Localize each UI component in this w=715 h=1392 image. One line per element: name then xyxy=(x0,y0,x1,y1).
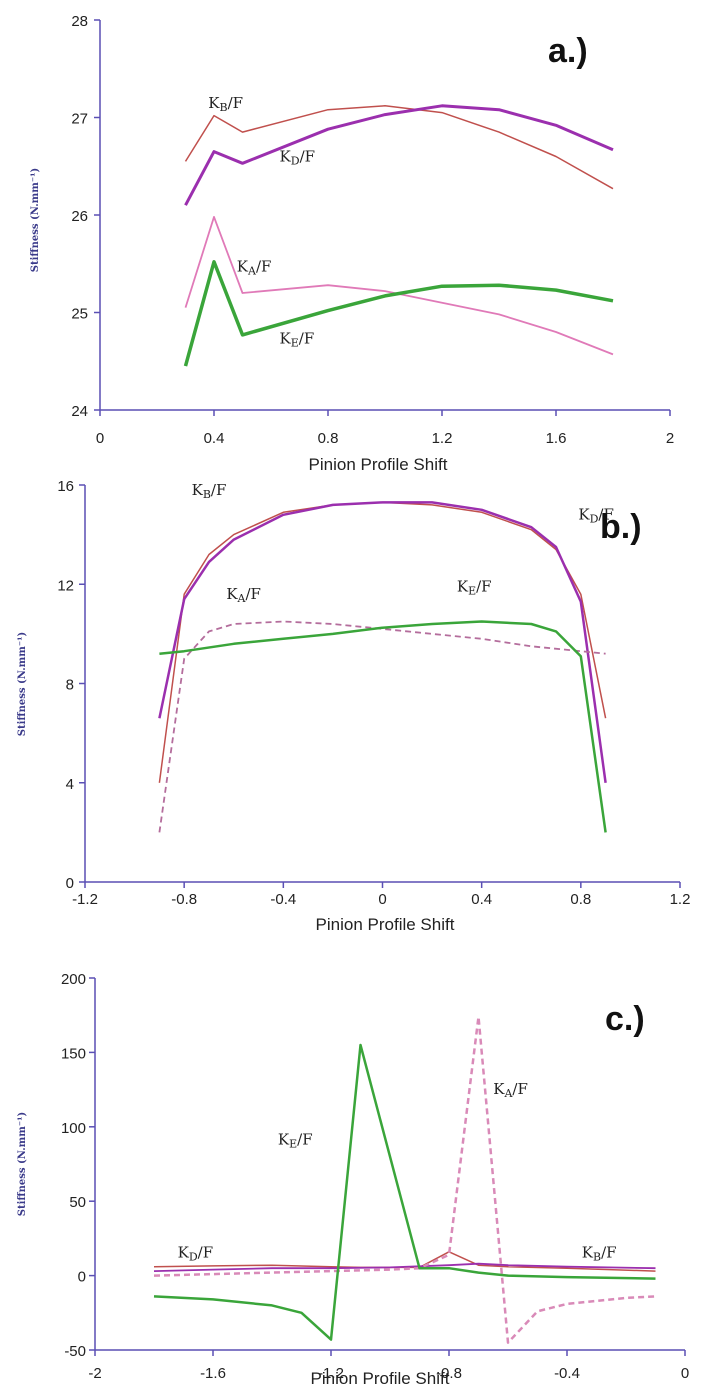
series-annotation: KB/F xyxy=(208,94,243,114)
x-tick-label: 0.8 xyxy=(570,891,591,908)
chart-panel-b: -1.2 -0.8 -0.4 0 0.4 0.8 1.2 0 4 8 12 16 KB/F KD/F KA/… xyxy=(17,478,690,934)
series-line-kb-f xyxy=(184,105,614,190)
series-annotation: KE/F xyxy=(280,330,315,350)
series-line-kd-f xyxy=(158,501,607,783)
y-tick-label: 24 xyxy=(71,403,88,420)
x-tick-label: 1.2 xyxy=(670,891,691,908)
series-annotation: KA/F xyxy=(226,585,261,605)
series-annotation: KA/F xyxy=(237,258,272,278)
series-line-ka-f xyxy=(153,1015,656,1344)
series-line-ke-f xyxy=(153,1043,656,1341)
series-annotation: KD/F xyxy=(280,147,316,167)
y-tick-label: 50 xyxy=(69,1194,86,1211)
x-tick-label: 2 xyxy=(666,430,674,447)
x-tick-label: -0.8 xyxy=(171,891,197,908)
series-line-ka-f xyxy=(158,620,606,833)
series-annotation: KB/F xyxy=(192,481,227,501)
series-line-ke-f xyxy=(159,620,607,833)
series-annotation: KE/F xyxy=(457,578,492,598)
series-annotation: KE/F xyxy=(278,1131,313,1151)
series-annotation: KB/F xyxy=(582,1244,617,1264)
y-tick-label: 16 xyxy=(57,478,74,495)
x-axis-label: Pinion Profile Shift xyxy=(311,1369,450,1388)
x-tick-label: 0 xyxy=(681,1365,689,1382)
x-tick-label: -0.8 xyxy=(436,1365,462,1382)
y-tick-label: 100 xyxy=(61,1120,86,1137)
y-tick-label: -50 xyxy=(64,1343,86,1360)
y-axis-label: Stiffness (N.mm⁻¹) xyxy=(30,168,41,273)
series-annotation: KD/F xyxy=(178,1244,214,1264)
x-tick-label: -2 xyxy=(88,1365,101,1382)
y-tick-label: 150 xyxy=(61,1045,86,1062)
x-axis-label: Pinion Profile Shift xyxy=(309,455,448,474)
panel-label: a.) xyxy=(548,32,588,70)
y-axis-label: Stiffness (N.mm⁻¹) xyxy=(17,632,28,737)
series-line-kb-f xyxy=(158,501,607,783)
series-annotation: KA/F xyxy=(493,1080,528,1100)
x-axis-label: Pinion Profile Shift xyxy=(316,915,455,934)
x-tick-label: -1.6 xyxy=(200,1365,226,1382)
chart-panel-a: 0 0.4 0.8 1.2 1.6 2 24 25 26 27 28 KB/F KD/F KA/F KE/F… xyxy=(30,13,674,474)
panel-label: c.) xyxy=(605,1000,645,1038)
x-tick-label: -0.4 xyxy=(554,1365,580,1382)
y-tick-label: 4 xyxy=(66,776,74,793)
x-tick-label: 1.6 xyxy=(546,430,567,447)
y-axis-label: Stiffness (N.mm⁻¹) xyxy=(17,1112,28,1217)
y-tick-label: 12 xyxy=(57,577,74,594)
series-annotation: KD/F xyxy=(578,506,614,526)
x-tick-label: 0 xyxy=(96,430,104,447)
x-tick-label: -1.2 xyxy=(72,891,98,908)
x-tick-label: 0.4 xyxy=(471,891,492,908)
y-tick-label: 8 xyxy=(66,677,74,694)
y-tick-label: 27 xyxy=(71,111,88,128)
y-tick-label: 0 xyxy=(78,1269,86,1286)
x-tick-label: 0.4 xyxy=(204,430,225,447)
chart-panel-c: -2 -1.6 -1.2 -0.8 -0.4 0 -50 0 50 100 150 200 KD/F KE… xyxy=(17,971,689,1388)
panel-label: b.) xyxy=(600,508,642,546)
x-tick-label: -0.4 xyxy=(270,891,296,908)
x-tick-label: 0 xyxy=(378,891,386,908)
x-tick-label: -1.2 xyxy=(318,1365,344,1382)
x-tick-label: 0.8 xyxy=(318,430,339,447)
y-tick-label: 28 xyxy=(71,13,88,30)
y-tick-label: 0 xyxy=(66,875,74,892)
y-tick-label: 200 xyxy=(61,971,86,988)
y-tick-label: 25 xyxy=(71,306,88,323)
y-tick-label: 26 xyxy=(71,208,88,225)
series-line-kd-f xyxy=(184,104,614,206)
series-line-ke-f xyxy=(183,260,614,367)
series-line-ka-f xyxy=(184,216,614,356)
x-tick-label: 1.2 xyxy=(432,430,453,447)
